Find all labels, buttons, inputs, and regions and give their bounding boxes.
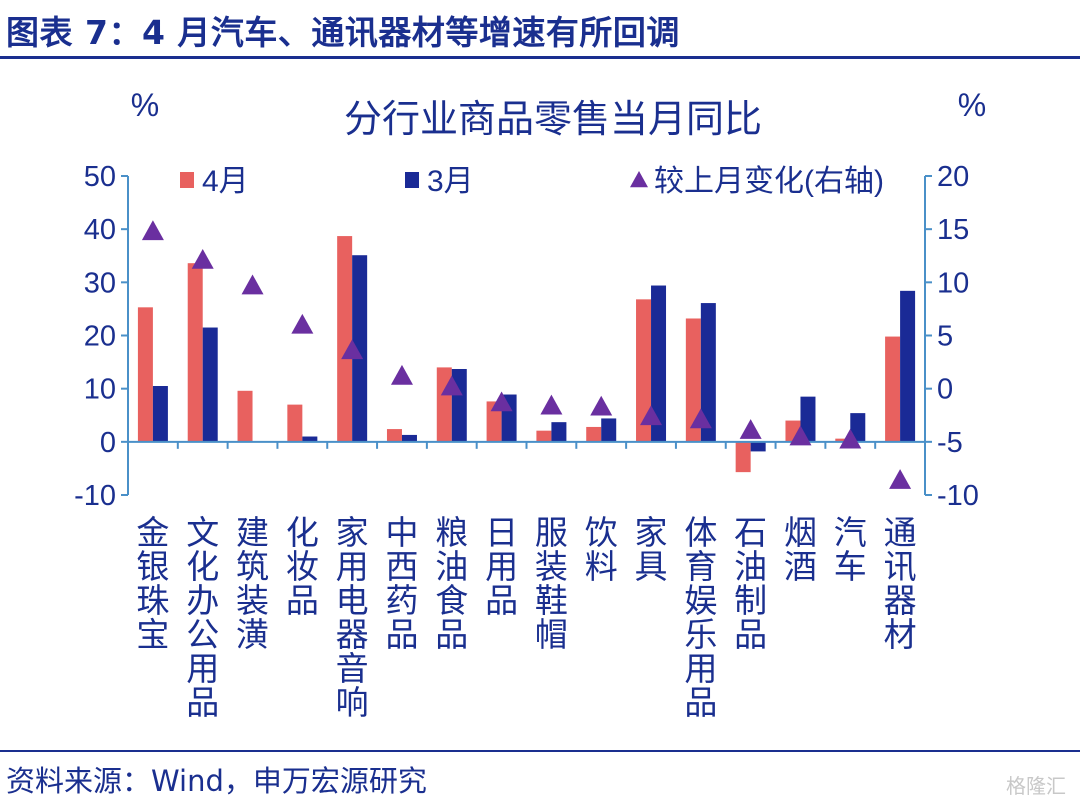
right-tick-label: 20 [937, 161, 969, 193]
bar-mar-13 [800, 396, 816, 442]
bar-apr-1 [187, 263, 203, 442]
left-tick-label: 30 [84, 267, 116, 299]
category-label-0: 金银珠宝 [136, 513, 169, 654]
category-label-10: 家具 [635, 513, 668, 586]
change-marker-4 [341, 339, 364, 360]
left-tick-label: 50 [84, 161, 116, 193]
change-marker-15 [889, 469, 912, 489]
bar-apr-5 [386, 429, 402, 442]
right-tick-label: -10 [937, 480, 979, 512]
category-label-3: 化妆品 [286, 513, 319, 620]
bar-apr-14 [835, 438, 851, 442]
legend-label-change: 较上月变化(右轴) [654, 165, 884, 198]
bar-apr-6 [436, 367, 452, 442]
right-tick-label: 15 [937, 214, 969, 246]
legend-label-mar: 3月 [427, 165, 474, 198]
change-marker-14 [839, 428, 862, 449]
bar-mar-8 [551, 422, 567, 442]
category-label-12: 石油制品 [734, 513, 767, 654]
bar-chart: 分行业商品零售当月同比 % % 4月 3月 较上月变化(右轴) -10 0 10 20 30… [74, 87, 986, 722]
left-tick-label: 10 [84, 374, 116, 406]
change-marker-8 [540, 394, 563, 415]
change-marker-0 [141, 220, 164, 241]
right-tick-label: 5 [937, 321, 953, 353]
change-marker-6 [440, 375, 463, 396]
category-label-5: 中西药品 [385, 513, 418, 654]
left-tick-label: 40 [84, 214, 116, 246]
bar-apr-7 [486, 401, 502, 442]
legend-swatch-apr [180, 172, 194, 188]
change-marker-13 [789, 425, 812, 446]
legend-label-apr: 4月 [202, 165, 249, 198]
change-marker-1 [191, 249, 214, 269]
bar-mar-15 [900, 290, 916, 442]
change-marker-2 [241, 274, 264, 295]
bar-apr-12 [735, 441, 751, 473]
source-note: 资料来源：Wind，申万宏源研究 [6, 764, 427, 798]
legend: 4月 3月 较上月变化(右轴) [180, 165, 884, 198]
category-label-14: 汽车 [834, 513, 867, 586]
category-label-13: 烟酒 [784, 513, 817, 586]
right-tick-label: -5 [937, 427, 963, 459]
legend-swatch-change [630, 171, 648, 188]
bar-apr-11 [685, 318, 701, 442]
bar-apr-15 [885, 336, 901, 442]
right-tick-label: 10 [937, 267, 969, 299]
bar-apr-2 [237, 390, 253, 442]
change-marker-11 [689, 408, 712, 429]
left-tick-label: 0 [100, 427, 116, 459]
change-marker-5 [390, 364, 413, 385]
bar-mar-12 [750, 441, 766, 452]
change-marker-12 [739, 419, 762, 439]
bar-apr-3 [287, 404, 303, 442]
category-label-4: 家用电器音响 [336, 513, 369, 722]
change-marker-9 [590, 395, 613, 416]
left-tick-label: -10 [74, 480, 116, 512]
bar-apr-4 [337, 236, 353, 442]
bar-mar-9 [601, 418, 617, 442]
category-label-6: 粮油食品 [435, 513, 468, 654]
bar-mar-1 [202, 327, 218, 442]
bar-mar-0 [152, 386, 168, 442]
figure-title: 图表 7：4 月汽车、通讯器材等增速有所回调 [6, 13, 680, 52]
footer-divider [0, 750, 1080, 752]
category-label-9: 饮料 [585, 513, 618, 586]
left-tick-label: 20 [84, 321, 116, 353]
bar-mar-10 [651, 285, 667, 442]
bar-mar-5 [401, 434, 417, 442]
change-marker-3 [291, 313, 314, 334]
bar-mar-14 [850, 413, 866, 442]
bar-mar-4 [352, 255, 368, 442]
bar-apr-10 [636, 299, 652, 442]
bar-apr-9 [586, 426, 602, 442]
right-axis-unit: % [958, 87, 986, 123]
change-marker-10 [640, 405, 663, 426]
chart-title: 分行业商品零售当月同比 [344, 99, 762, 141]
bar-mar-11 [700, 303, 716, 442]
watermark: 格隆汇 [1006, 774, 1066, 798]
right-tick-label: 0 [937, 374, 953, 406]
legend-swatch-mar [405, 172, 419, 188]
category-label-15: 通讯器材 [884, 513, 917, 654]
category-label-1: 文化办公用品 [186, 513, 219, 722]
title-divider [0, 56, 1080, 59]
category-label-7: 日用品 [485, 513, 518, 620]
category-label-2: 建筑装潢 [236, 513, 269, 654]
bar-apr-0 [137, 307, 153, 442]
plot-area: -10 0 10 20 30 40 50 -10 -5 0 5 10 15 20 金银珠宝文化办公用品建筑装… [74, 161, 979, 722]
category-label-11: 体育娱乐用品 [684, 513, 717, 722]
change-marker-7 [490, 391, 513, 412]
left-axis-unit: % [131, 87, 159, 123]
bar-apr-8 [536, 430, 552, 442]
category-label-8: 服装鞋帽 [535, 513, 568, 654]
bar-mar-3 [302, 436, 318, 442]
